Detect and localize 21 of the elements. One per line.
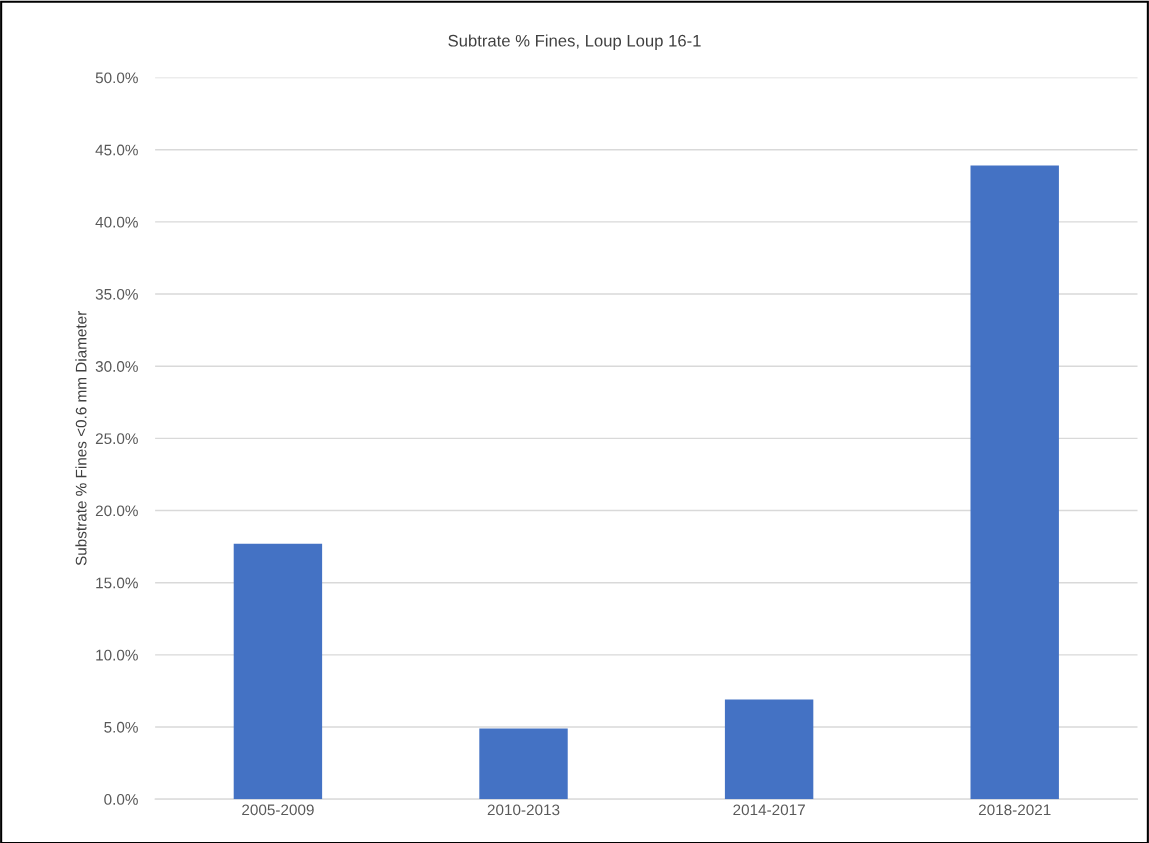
x-tick-label: 2005-2009: [242, 804, 314, 816]
x-tick-label: 2014-2017: [733, 804, 805, 816]
x-tick-label: 2018-2021: [978, 804, 1051, 816]
x-tick-label: 2010-2013: [487, 804, 560, 816]
y-tick-label: 15.0%: [96, 577, 138, 589]
y-tick-label: 50.0%: [95, 72, 138, 84]
y-tick-label: 20.0%: [95, 505, 138, 517]
y-tick-label: 45.0%: [95, 144, 138, 156]
y-tick-label: 30.0%: [95, 361, 138, 372]
bar: [724, 699, 814, 800]
bar: [479, 728, 568, 800]
bar: [233, 543, 323, 800]
y-tick-label: 5.0%: [104, 721, 138, 733]
y-tick-label: 35.0%: [95, 288, 138, 300]
y-tick-label: 40.0%: [95, 216, 138, 228]
y-tick-label: 25.0%: [95, 433, 138, 445]
chart-title: Subtrate % Fines, Loup Loup 16-1: [448, 34, 701, 50]
bar: [970, 165, 1059, 800]
y-tick-label: 0.0%: [104, 794, 138, 805]
y-tick-label: 10.0%: [96, 649, 138, 661]
y-axis-title: Substrate % Fines <0.6 mm Diameter: [75, 311, 87, 566]
